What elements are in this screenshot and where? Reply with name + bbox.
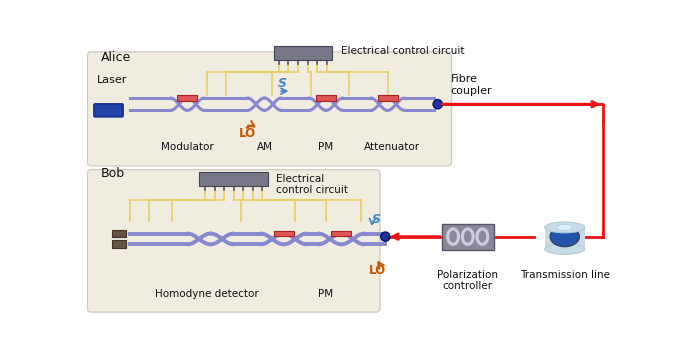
Bar xyxy=(332,231,351,236)
Text: Transmission line: Transmission line xyxy=(520,270,610,280)
Circle shape xyxy=(381,232,390,241)
Text: Electrical control circuit: Electrical control circuit xyxy=(341,46,465,56)
Text: Bob: Bob xyxy=(101,167,125,180)
Text: Modulator: Modulator xyxy=(161,142,214,152)
Ellipse shape xyxy=(545,244,585,254)
Text: AM: AM xyxy=(256,142,273,152)
Text: Alice: Alice xyxy=(101,51,132,64)
Bar xyxy=(377,95,398,101)
Bar xyxy=(316,95,336,101)
Bar xyxy=(442,224,493,250)
FancyBboxPatch shape xyxy=(88,170,380,312)
Bar xyxy=(274,231,294,236)
Ellipse shape xyxy=(550,226,580,247)
Text: S: S xyxy=(277,77,286,90)
Bar xyxy=(274,47,332,60)
Ellipse shape xyxy=(557,224,573,230)
Text: Homodyne detector: Homodyne detector xyxy=(155,289,258,299)
Text: Attenuator: Attenuator xyxy=(364,142,419,152)
Bar xyxy=(199,172,269,186)
Text: Laser: Laser xyxy=(97,75,127,84)
FancyBboxPatch shape xyxy=(94,104,123,117)
FancyBboxPatch shape xyxy=(88,52,451,166)
Text: Fibre
coupler: Fibre coupler xyxy=(451,74,493,96)
Circle shape xyxy=(433,100,443,109)
Text: S: S xyxy=(372,213,382,226)
Ellipse shape xyxy=(545,222,585,233)
Text: PM: PM xyxy=(319,142,334,152)
Text: PM: PM xyxy=(319,289,334,299)
Bar xyxy=(112,230,126,237)
Text: Polarization
controller: Polarization controller xyxy=(437,270,498,291)
Bar xyxy=(112,240,126,248)
Text: Electrical
control circuit: Electrical control circuit xyxy=(276,174,348,195)
Bar xyxy=(545,228,585,249)
Text: LO: LO xyxy=(369,264,386,277)
Bar xyxy=(177,95,197,101)
Text: LO: LO xyxy=(239,126,256,140)
